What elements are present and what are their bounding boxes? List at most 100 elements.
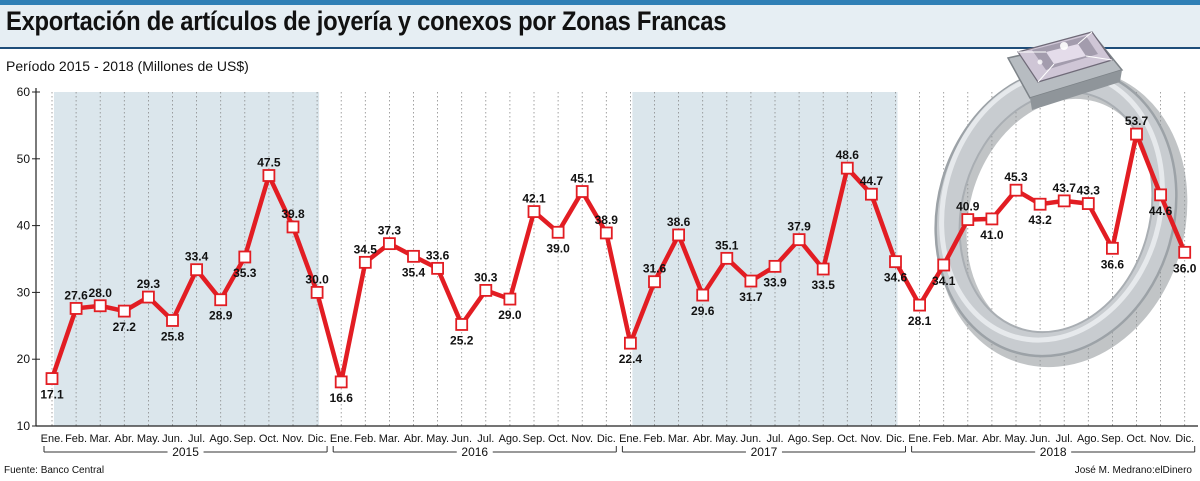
y-tick-label: 50 [17, 152, 31, 166]
data-point [214, 293, 228, 307]
data-label: 29.3 [137, 277, 161, 291]
data-label: 34.6 [884, 271, 908, 285]
data-label: 35.1 [715, 238, 739, 252]
data-point [527, 205, 541, 218]
data-point [262, 169, 276, 182]
data-point [1154, 188, 1167, 202]
x-tick-label: Ene. [330, 433, 353, 445]
data-point [45, 372, 59, 385]
data-label: 30.0 [305, 272, 329, 286]
data-label: 27.2 [113, 320, 137, 334]
data-point [141, 290, 155, 304]
x-tick-label: Ago. [209, 433, 232, 445]
data-point [913, 298, 926, 312]
x-tick-label: Jul. [188, 433, 205, 445]
x-tick-label: Ago. [788, 433, 811, 445]
x-tick-label: Oct. [837, 433, 857, 445]
data-point [599, 226, 613, 240]
data-label: 35.3 [233, 266, 257, 280]
data-point [1178, 245, 1192, 259]
x-tick-label: Feb. [354, 433, 376, 445]
data-label: 34.1 [932, 274, 956, 288]
data-point [720, 251, 734, 265]
axes: 10 20 30 40 50 60 [17, 85, 1198, 433]
x-tick-label: Jun. [1030, 433, 1051, 445]
data-label: 48.6 [836, 148, 860, 162]
data-point [768, 259, 782, 273]
data-label: 17.1 [40, 388, 64, 402]
data-label: 25.8 [161, 329, 185, 343]
data-label: 39.8 [281, 207, 305, 221]
data-point [190, 263, 204, 277]
x-tick-label: Feb. [65, 433, 87, 445]
data-point [407, 249, 420, 263]
data-label: 40.9 [956, 200, 980, 214]
x-tick-label: Oct. [259, 433, 279, 445]
x-tick-label: Oct. [1126, 433, 1146, 445]
data-label: 35.4 [402, 265, 426, 279]
data-point [431, 261, 445, 275]
x-tick-label: Dic. [886, 433, 905, 445]
x-tick-label: Jun. [451, 433, 472, 445]
data-label: 33.9 [763, 275, 787, 289]
x-tick-label: Nov. [860, 433, 882, 445]
data-point [575, 185, 589, 198]
year-band-2015 [54, 92, 320, 426]
data-label: 37.3 [378, 224, 402, 238]
x-axis: Ene. Feb. Mar. Abr. May. Jun. Jul. Ago. Sep. Oct.… [41, 433, 1196, 459]
data-point [696, 288, 710, 302]
data-point [672, 228, 685, 242]
y-tick-label: 60 [17, 85, 31, 99]
source-note: Fuente: Banco Central [4, 465, 105, 476]
x-tick-label: Dic. [1175, 433, 1194, 445]
data-point [503, 292, 517, 306]
data-label: 37.9 [787, 220, 811, 234]
y-tick-label: 30 [17, 285, 31, 299]
x-tick-label: Sep. [1101, 433, 1124, 445]
x-tick-label: Ene. [908, 433, 931, 445]
year-bands [54, 92, 898, 426]
data-label: 43.3 [1077, 184, 1101, 198]
data-point [816, 262, 830, 276]
data-point [479, 283, 493, 297]
x-tick-label: Nov. [571, 433, 593, 445]
data-point [358, 255, 372, 269]
x-tick-label: Abr. [693, 433, 713, 445]
x-tick-label: May. [137, 433, 160, 445]
data-label: 43.2 [1028, 213, 1052, 227]
x-tick-label: Ago. [499, 433, 522, 445]
diamond-ring-icon [934, 31, 1188, 368]
data-point [1130, 127, 1143, 141]
x-tick-label: Mar. [379, 433, 400, 445]
year-label: 2018 [1040, 445, 1067, 459]
data-point [286, 220, 300, 234]
data-label: 33.6 [426, 248, 450, 262]
x-tick-label: Feb. [933, 433, 955, 445]
page-title: Exportación de artículos de joyería y co… [6, 6, 727, 36]
data-label: 31.6 [643, 262, 667, 276]
x-tick-label: Ene. [41, 433, 64, 445]
data-point [840, 161, 854, 175]
x-tick-label: Sep. [523, 433, 546, 445]
data-label: 28.0 [89, 286, 113, 300]
data-point [69, 302, 83, 315]
data-point [382, 237, 396, 251]
data-point [334, 375, 348, 389]
x-tick-label: May. [426, 433, 449, 445]
data-point [937, 258, 951, 272]
x-tick-label: Jun. [741, 433, 762, 445]
x-tick-label: Abr. [404, 433, 424, 445]
data-label: 44.7 [860, 174, 884, 188]
data-label: 39.0 [546, 241, 570, 255]
data-point [1057, 194, 1071, 208]
data-point [551, 225, 565, 239]
data-point [1033, 197, 1047, 211]
data-point [648, 275, 661, 289]
x-tick-label: Feb. [643, 433, 665, 445]
x-tick-label: Mar. [89, 433, 110, 445]
x-tick-label: Abr. [115, 433, 135, 445]
data-label: 34.5 [354, 242, 378, 256]
data-label: 33.5 [812, 278, 836, 292]
data-point [117, 304, 131, 318]
x-tick-label: Mar. [668, 433, 689, 445]
